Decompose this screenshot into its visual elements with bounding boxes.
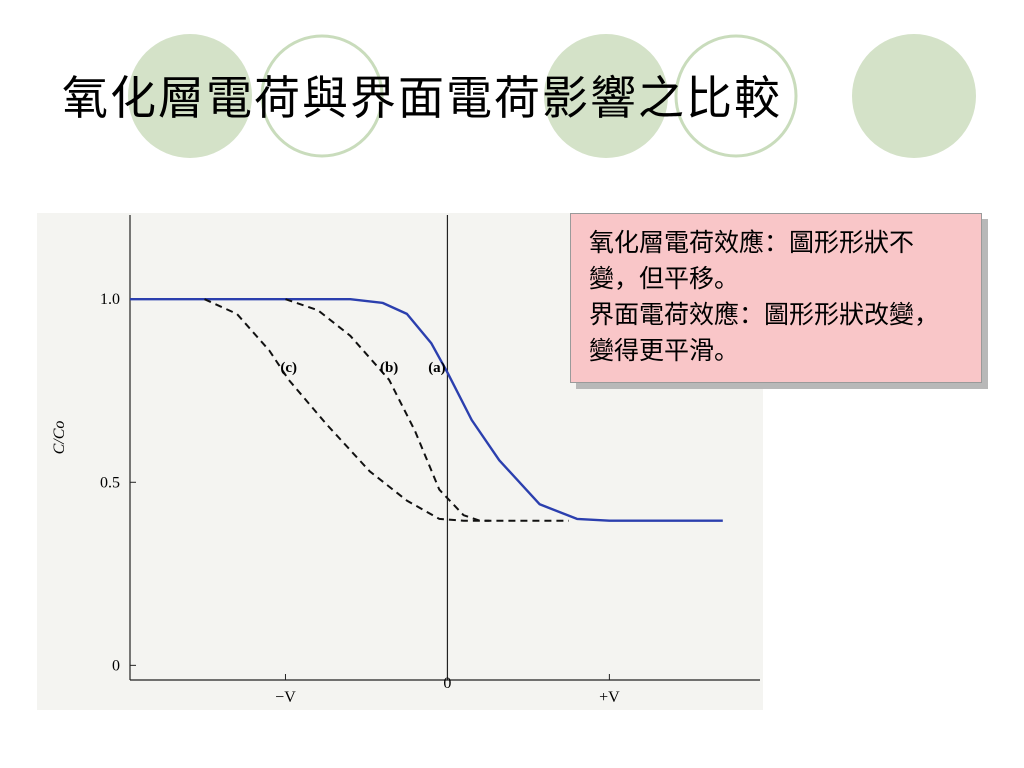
curve-label: (a) (428, 360, 446, 376)
note-box: 氧化層電荷效應：圖形形狀不變，但平移。 界面電荷效應：圖形形狀改變，變得更平滑。 (570, 213, 982, 383)
decor-circle (852, 34, 976, 158)
y-tick-label: 0 (112, 657, 120, 674)
y-axis-label: C/Co (51, 421, 68, 455)
chart: 0 0.5 1.0 −V 0 +V C/Co (a) (b) (c) (51, 215, 760, 706)
decor-circle (544, 34, 668, 158)
series-line (204, 298, 490, 522)
y-tick-label: 1.0 (100, 291, 120, 308)
curve-label: (b) (380, 360, 398, 376)
curve-label: (c) (280, 360, 297, 376)
decor-circle (260, 34, 384, 158)
y-tick-label: 0.5 (100, 474, 120, 491)
x-tick-label: −V (275, 689, 296, 706)
slide-title: 氧化層電荷與界面電荷影響之比較 (62, 73, 782, 124)
x-tick-label: 0 (443, 675, 451, 692)
series-line (130, 298, 723, 522)
decor-circle (128, 34, 252, 158)
x-tick-label: +V (599, 689, 620, 706)
note-line: 界面電荷效應：圖形形狀改變，變得更平滑。 (589, 302, 940, 365)
decor-circle (674, 34, 798, 158)
note-line: 氧化層電荷效應：圖形形狀不變，但平移。 (589, 230, 915, 293)
series-line (285, 298, 569, 522)
